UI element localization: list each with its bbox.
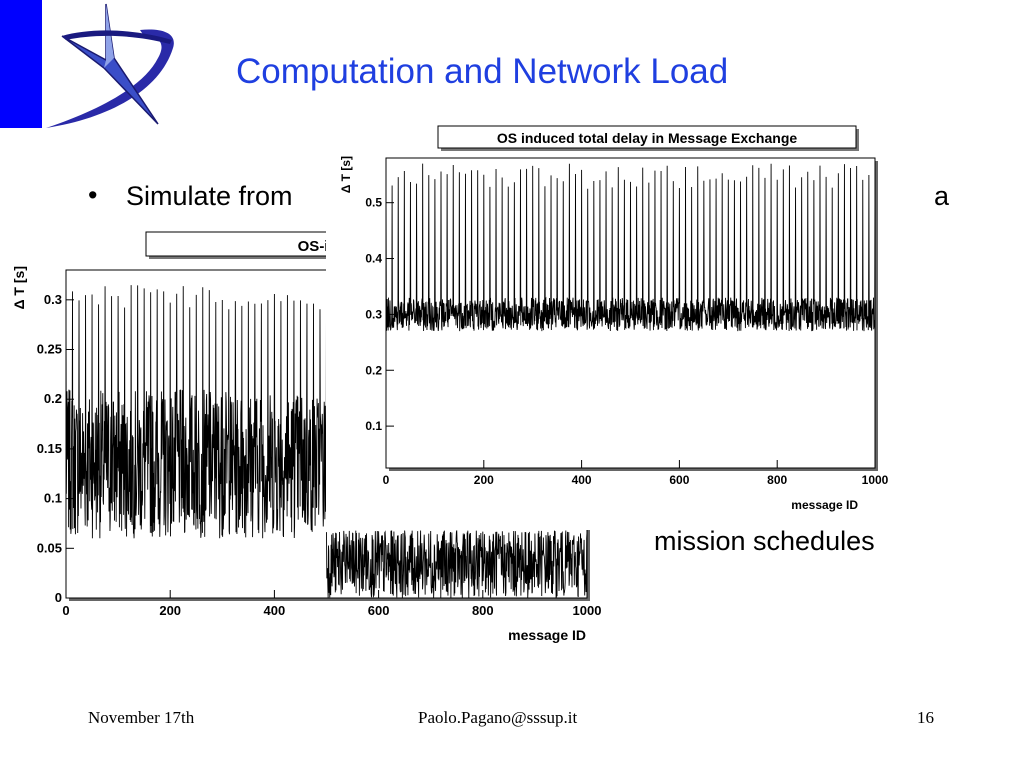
y-axis-label: Δ T [s]	[339, 156, 353, 193]
x-tick-label: 0	[383, 473, 390, 487]
x-tick-label: 1000	[573, 603, 602, 618]
y-tick-label: 0.4	[365, 252, 382, 266]
slide-title: Computation and Network Load	[236, 52, 729, 91]
y-tick-label: 0.3	[365, 307, 382, 321]
y-tick-label: 0.1	[44, 491, 62, 506]
y-tick-label: 0	[55, 590, 62, 605]
y-tick-label: 0.05	[37, 540, 62, 555]
x-tick-label: 800	[767, 473, 787, 487]
page-number: 16	[917, 708, 934, 727]
bullet-marker: •	[88, 180, 98, 210]
x-tick-label: 600	[368, 603, 390, 618]
y-tick-label: 0.25	[37, 342, 62, 357]
x-tick-label: 1000	[862, 473, 889, 487]
x-tick-label: 0	[62, 603, 69, 618]
x-axis-label: message ID	[791, 498, 858, 512]
chart-title-box	[437, 125, 857, 149]
x-tick-label: 800	[472, 603, 494, 618]
y-tick-label: 0.1	[365, 419, 382, 433]
x-tick-label: 600	[669, 473, 689, 487]
bullet-text: Simulate from	[126, 181, 293, 211]
x-tick-label: 400	[264, 603, 286, 618]
footer-date: November 17th	[88, 708, 195, 727]
data-series-0	[385, 163, 876, 332]
y-tick-label: 0.2	[365, 363, 382, 377]
x-tick-label: 200	[159, 603, 181, 618]
x-tick-label: 200	[474, 473, 494, 487]
y-tick-label: 0.2	[44, 391, 62, 406]
bullet-text-trailing: a	[934, 181, 950, 211]
x-tick-label: 400	[572, 473, 592, 487]
data-series-1	[326, 530, 588, 599]
y-tick-label: 0.5	[365, 196, 382, 210]
logo-bar	[0, 0, 42, 128]
chart-title: OS induced total delay in Message Exchan…	[497, 130, 798, 146]
y-tick-label: 0.15	[37, 441, 62, 456]
footer-email: Paolo.Pagano@sssup.it	[418, 708, 578, 727]
bullet-text-continuation: mission schedules	[654, 526, 875, 556]
x-axis-label: message ID	[508, 627, 586, 643]
y-tick-label: 0.3	[44, 292, 62, 307]
y-axis-label: Δ T [s]	[11, 266, 27, 310]
institution-logo	[46, 3, 174, 128]
data-series-0	[65, 285, 327, 539]
total-delay-plot: OS induced total delay in Message Exchan…	[326, 124, 900, 530]
